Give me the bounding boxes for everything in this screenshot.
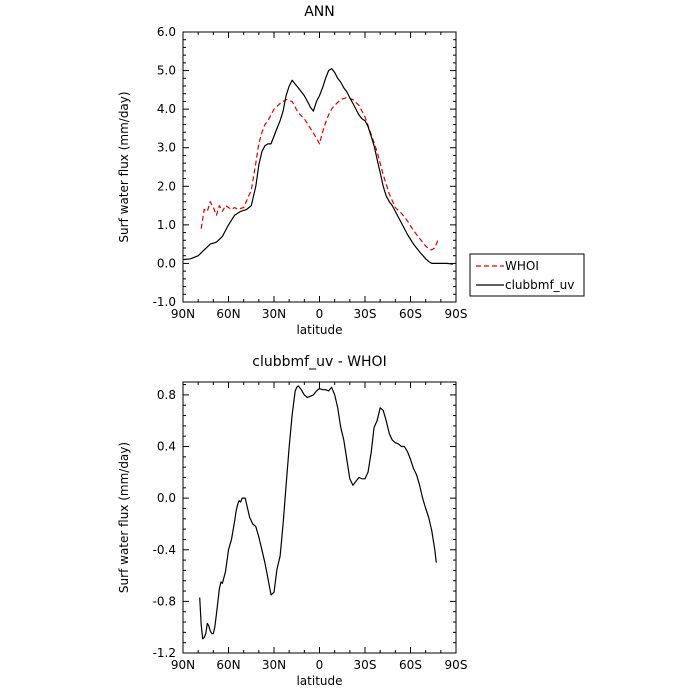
chart-panel-1: ANN 90N 60N 30N 0 30S 60S 90S -1.0 0.0 1.0 2.0 3.0 4.… (117, 4, 585, 337)
y-tick-label: -1.2 (153, 646, 176, 660)
x-tick-label: 30N (262, 658, 286, 672)
legend-box (469, 253, 585, 297)
x-tick-label: 30S (354, 658, 377, 672)
y-tick-label: 1.0 (157, 218, 176, 232)
y-tick-label: 0.4 (157, 440, 176, 454)
chart-title: ANN (304, 4, 335, 20)
x-tick-label: 90N (171, 658, 195, 672)
y-tick-label: -1.0 (153, 295, 176, 309)
legend-label: clubbmf_uv (505, 278, 574, 292)
x-tick-label: 60S (399, 307, 422, 321)
y-tick-label: 0.0 (157, 491, 176, 505)
x-tick-label: 60N (216, 658, 240, 672)
x-axis-label: latitude (296, 323, 342, 337)
y-tick-label: 6.0 (157, 25, 176, 39)
plot-frame (182, 31, 457, 303)
x-tick-label: 90N (171, 307, 195, 321)
y-tick-label: 0.0 (157, 256, 176, 270)
x-tick-label: 90S (445, 658, 468, 672)
x-tick-label: 30N (262, 307, 286, 321)
x-tick-label: 60N (216, 307, 240, 321)
x-axis-label: latitude (296, 674, 342, 688)
x-tick-label: 60S (399, 658, 422, 672)
legend-label: WHOI (505, 259, 539, 273)
y-tick-label: 3.0 (157, 141, 176, 155)
series-line-clubbmf-uv (182, 67, 454, 265)
legend: WHOI clubbmf_uv (469, 253, 585, 297)
y-tick-label: 0.8 (157, 388, 176, 402)
y-tick-label: 2.0 (157, 179, 176, 193)
y-axis-label: Surf water flux (mm/day) (117, 91, 131, 242)
x-tick-label: 90S (445, 307, 468, 321)
x-tick-label: 0 (316, 307, 324, 321)
x-tick-label: 0 (316, 658, 324, 672)
y-tick-label: -0.4 (153, 543, 176, 557)
y-tick-label: 5.0 (157, 64, 176, 78)
chart-panel-2: clubbmf_uv - WHOI 90N 60N 30N 0 30S 60S 90S -1.2… (117, 354, 467, 688)
y-tick-label: -0.8 (153, 594, 176, 608)
y-axis-label: Surf water flux (mm/day) (117, 442, 131, 593)
series-line-whoi (200, 96, 439, 251)
x-tick-label: 30S (354, 307, 377, 321)
y-tick-label: 4.0 (157, 102, 176, 116)
series-line-difference (199, 385, 437, 640)
chart-title: clubbmf_uv - WHOI (252, 354, 386, 370)
plot-frame (182, 381, 457, 654)
